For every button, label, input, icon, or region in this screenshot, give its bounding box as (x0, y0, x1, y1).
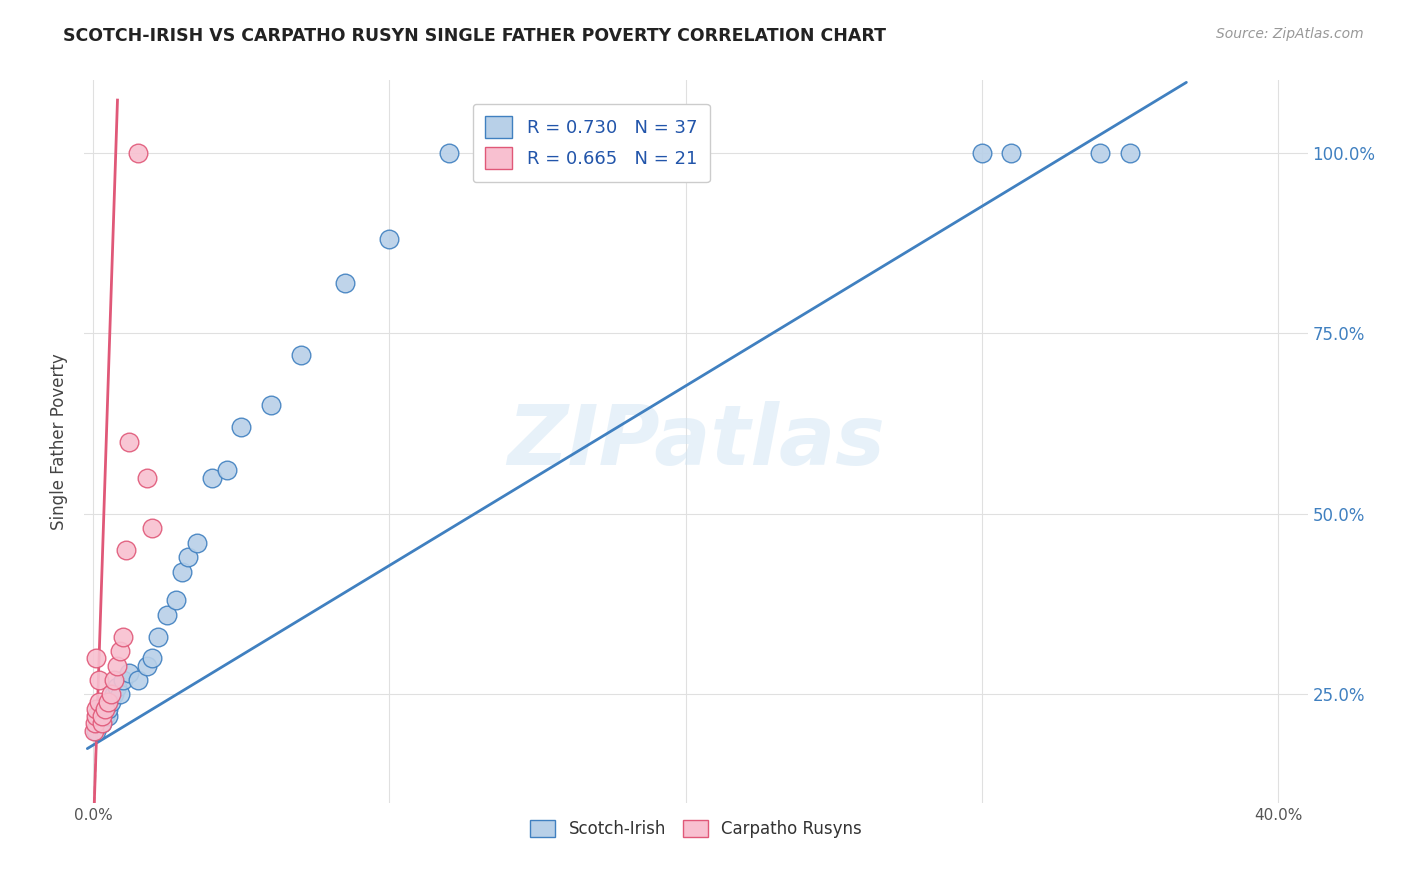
Point (127, 673, 149, 687)
Point (378, 232, 401, 246)
Point (215, 463, 238, 477)
Point (97, 702, 120, 716)
Point (91, 716, 114, 731)
Text: ZIPatlas: ZIPatlas (508, 401, 884, 482)
Point (201, 470, 224, 484)
Point (83, 723, 105, 738)
Point (103, 687, 125, 701)
Point (83, 716, 105, 731)
Point (91, 702, 114, 716)
Point (108, 644, 131, 658)
Point (127, 145, 149, 160)
Point (89, 673, 111, 687)
Point (100, 687, 122, 701)
Point (84, 709, 107, 723)
Point (437, 145, 460, 160)
Point (118, 434, 141, 449)
Point (231, 420, 253, 434)
Text: SCOTCH-IRISH VS CARPATHO RUSYN SINGLE FATHER POVERTY CORRELATION CHART: SCOTCH-IRISH VS CARPATHO RUSYN SINGLE FA… (63, 27, 886, 45)
Point (114, 542, 136, 557)
Point (1119, 145, 1142, 160)
Point (103, 673, 125, 687)
Point (94, 702, 117, 716)
Point (186, 535, 208, 549)
Point (333, 276, 356, 290)
Point (108, 687, 131, 701)
Point (91, 716, 114, 731)
Point (89, 695, 111, 709)
Point (1090, 145, 1112, 160)
Point (156, 607, 179, 622)
Point (89, 709, 111, 723)
Point (94, 709, 117, 723)
Point (111, 673, 134, 687)
Point (105, 680, 128, 694)
Point (1000, 145, 1022, 160)
Point (84, 651, 107, 665)
Legend: Scotch-Irish, Carpatho Rusyns: Scotch-Irish, Carpatho Rusyns (523, 814, 869, 845)
Point (165, 593, 187, 607)
Point (118, 665, 141, 680)
Point (84, 702, 107, 716)
Point (91, 709, 114, 723)
Point (290, 348, 312, 362)
Point (135, 470, 157, 484)
Point (148, 630, 170, 644)
Point (111, 630, 134, 644)
Point (105, 658, 128, 673)
Point (177, 550, 200, 565)
Point (89, 716, 111, 731)
Point (172, 565, 194, 579)
Point (970, 145, 993, 160)
Point (84, 723, 107, 738)
Point (526, 145, 548, 160)
Point (141, 521, 163, 535)
Text: Source: ZipAtlas.com: Source: ZipAtlas.com (1216, 27, 1364, 41)
Point (141, 651, 163, 665)
Point (135, 658, 157, 673)
Point (97, 709, 120, 723)
Point (675, 145, 697, 160)
Y-axis label: Single Father Poverty: Single Father Poverty (51, 353, 69, 530)
Point (100, 695, 122, 709)
Point (260, 398, 283, 412)
Point (97, 695, 120, 709)
